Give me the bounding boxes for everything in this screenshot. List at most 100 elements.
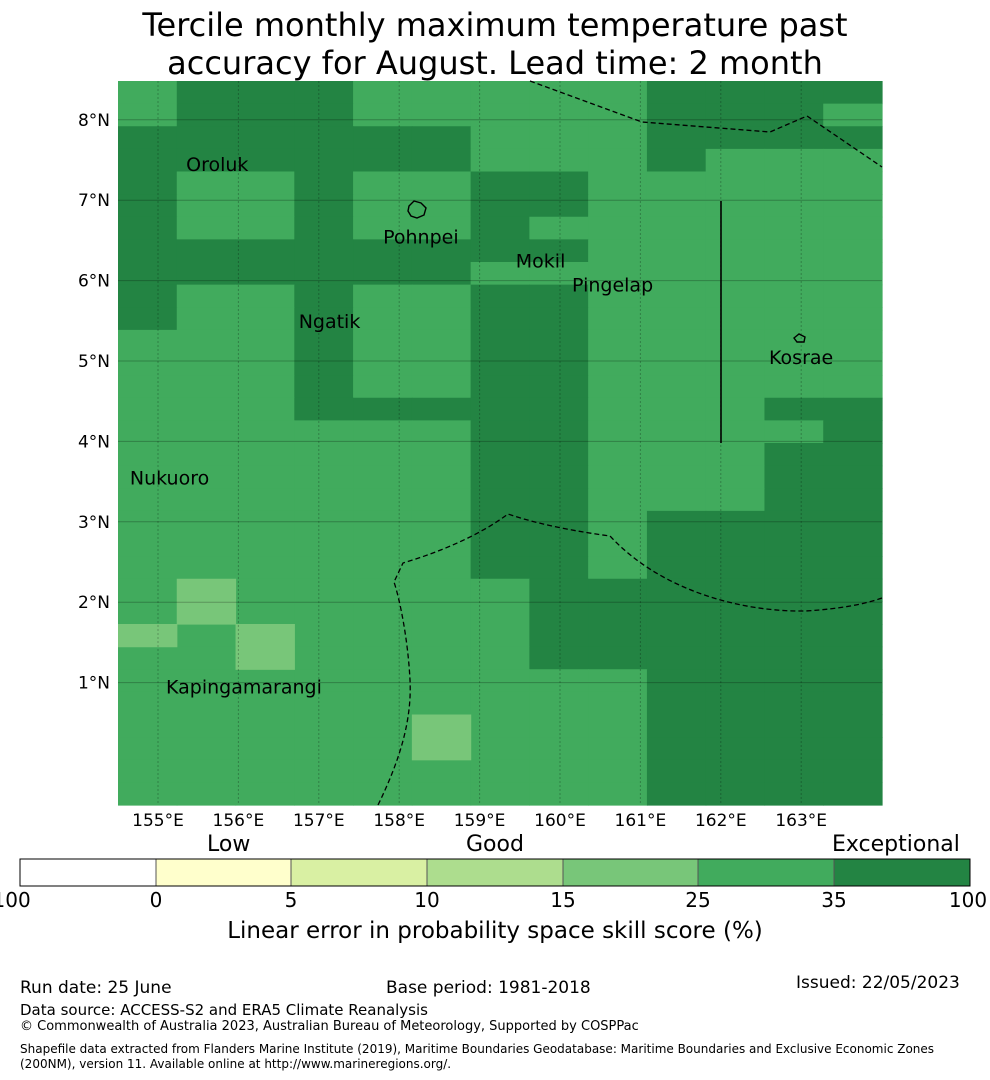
grid-cell	[823, 171, 883, 195]
grid-cell	[529, 171, 589, 195]
grid-cell	[764, 216, 824, 240]
grid-cell	[588, 352, 648, 376]
grid-cell	[235, 239, 295, 263]
grid-cell	[353, 171, 413, 195]
grid-cell	[705, 307, 766, 331]
grid-cell	[118, 714, 178, 738]
grid-cell	[353, 375, 413, 399]
grid-cell	[705, 714, 766, 738]
grid-cell	[646, 556, 707, 580]
grid-cell	[118, 194, 178, 218]
grid-cell	[176, 556, 237, 580]
grid-cell	[470, 216, 530, 240]
grid-cell	[823, 533, 883, 557]
grid-cell	[411, 148, 472, 173]
lat-tick-label: 1°N	[78, 674, 110, 694]
grid-cell	[294, 375, 354, 399]
grid-cell	[411, 81, 472, 105]
grid-cell	[705, 148, 766, 173]
grid-cell	[529, 375, 589, 399]
grid-cell	[294, 782, 354, 806]
grid-cell	[705, 578, 766, 602]
grid-cell	[411, 443, 472, 467]
category-exceptional: Exceptional	[832, 832, 960, 857]
grid-cell	[588, 510, 648, 535]
grid-cell	[529, 103, 589, 127]
grid-cell	[588, 262, 648, 286]
grid-cell	[235, 759, 295, 783]
grid-cell	[705, 216, 766, 240]
grid-cell	[529, 488, 589, 512]
grid-cell	[118, 397, 178, 421]
copyright: © Commonwealth of Australia 2023, Austra…	[20, 1019, 639, 1034]
lat-tick-label: 6°N	[78, 272, 110, 292]
grid-cell	[705, 103, 766, 127]
grid-cell	[588, 148, 648, 173]
grid-cell	[353, 420, 413, 444]
grid-cell	[529, 239, 589, 263]
grid-cell	[588, 81, 648, 105]
grid-cell	[764, 465, 824, 489]
grid-cell	[646, 510, 707, 535]
grid-cell	[353, 443, 413, 467]
colorbar-tick-label: 15	[550, 888, 576, 912]
grid-cell	[294, 216, 354, 240]
grid-cell	[176, 262, 237, 286]
grid-cell	[764, 488, 824, 512]
grid-cell	[411, 556, 472, 580]
grid-cell	[705, 669, 766, 693]
grid-cell	[176, 443, 237, 467]
grid-cell	[470, 397, 530, 421]
grid-cell	[118, 352, 178, 376]
grid-cell	[294, 148, 354, 173]
grid-cell	[353, 669, 413, 693]
grid-cell	[764, 352, 824, 376]
grid-cell	[176, 714, 237, 738]
colorbar-tick-label: 35	[821, 888, 847, 912]
grid-cell	[588, 782, 648, 806]
colorbar-title: Linear error in probability space skill …	[227, 918, 763, 944]
grid-cell	[646, 397, 707, 421]
grid-cell	[118, 691, 178, 716]
grid-cell	[470, 624, 530, 648]
grid-cell	[705, 737, 766, 761]
grid-cell	[294, 239, 354, 263]
grid-cell	[764, 329, 824, 354]
grid-cell	[470, 578, 530, 602]
grid-cell	[705, 239, 766, 263]
grid-cell	[176, 307, 237, 331]
lon-tick-label: 162°E	[695, 811, 747, 831]
lat-tick-label: 7°N	[78, 191, 110, 211]
grid-cell	[764, 397, 824, 421]
grid-cell	[118, 669, 178, 693]
grid-cell	[588, 759, 648, 783]
grid-cell	[705, 646, 766, 670]
grid-cell	[118, 103, 178, 127]
grid-cell	[646, 81, 707, 105]
grid-cell	[646, 578, 707, 602]
grid-cell	[529, 465, 589, 489]
grid-cell	[470, 759, 530, 783]
grid-cell	[411, 669, 472, 693]
lat-tick-label: 8°N	[78, 111, 110, 131]
grid-cell	[705, 329, 766, 354]
lon-tick-label: 156°E	[213, 811, 265, 831]
grid-cell	[646, 126, 707, 150]
grid-cell	[764, 284, 824, 308]
grid-cell	[764, 239, 824, 263]
grid-cell	[588, 714, 648, 738]
grid-cell	[823, 510, 883, 535]
grid-cell	[294, 737, 354, 761]
grid-cell	[353, 691, 413, 716]
grid-cell	[118, 171, 178, 195]
grid-cell	[294, 601, 354, 625]
grid-cell	[646, 352, 707, 376]
grid-cell	[470, 307, 530, 331]
grid-cell	[823, 465, 883, 489]
grid-cell	[646, 601, 707, 625]
grid-cell	[529, 148, 589, 173]
colorbar-segment	[563, 859, 698, 886]
grid-cell	[470, 171, 530, 195]
place-labels: Oroluk Pohnpei Mokil Pingelap Ngatik Kosrae Nu…	[130, 154, 833, 699]
